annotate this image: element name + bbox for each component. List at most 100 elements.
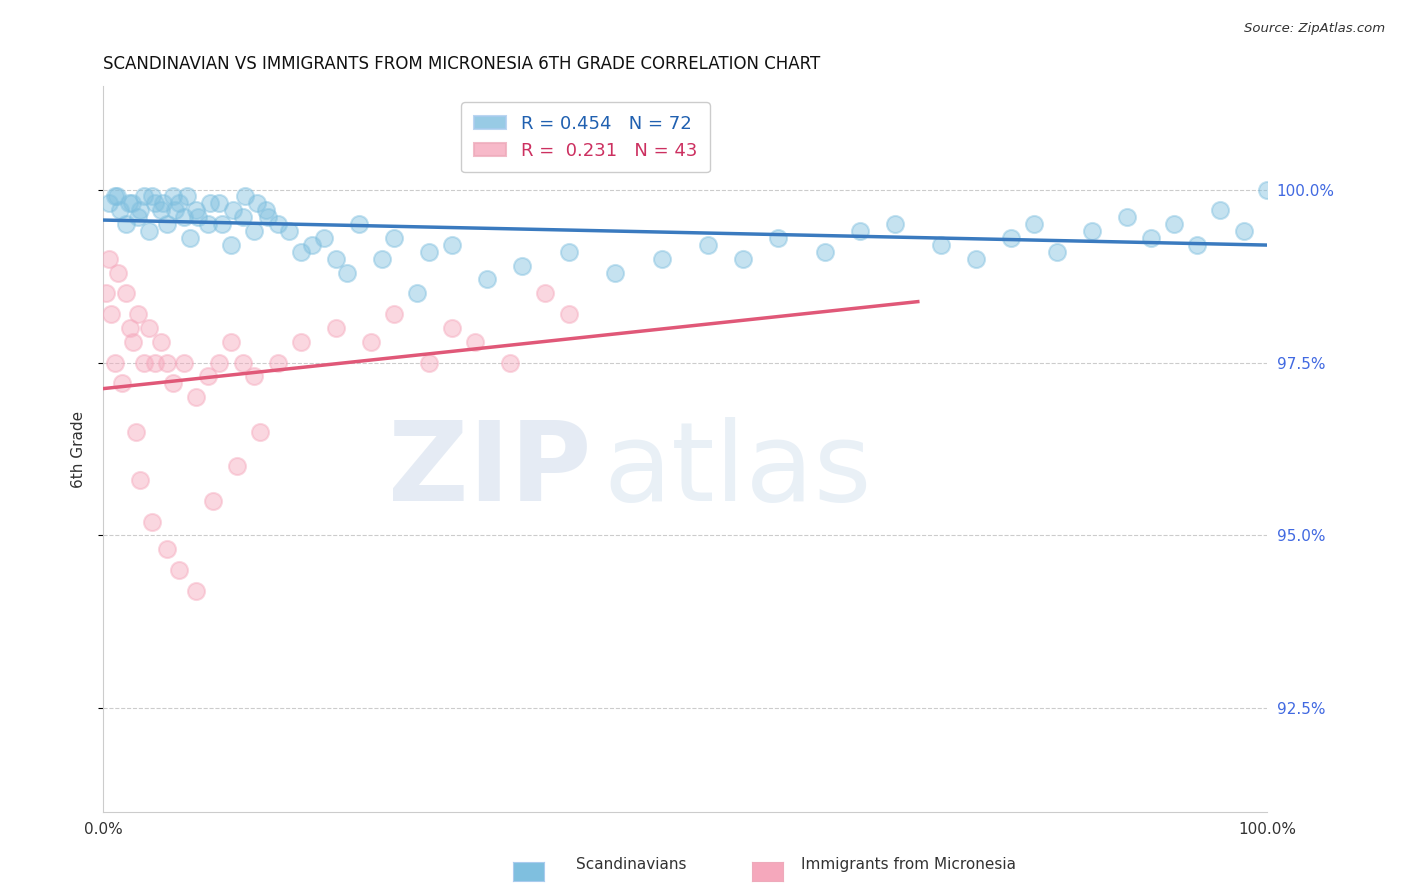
Point (141, 515, 163, 529)
Point (278, 224, 301, 238)
Point (883, 217, 905, 231)
Point (208, 355, 231, 369)
Point (245, 196, 267, 211)
Point (105, 189, 128, 203)
Point (129, 473, 152, 487)
Point (197, 369, 219, 384)
Point (132, 355, 155, 369)
Point (382, 307, 405, 321)
Point (1139, 231, 1161, 245)
Point (266, 217, 288, 231)
Text: Scandinavians: Scandinavians (576, 857, 688, 872)
Point (301, 238, 323, 252)
Point (107, 266, 129, 280)
Point (1000, 231, 1022, 245)
Point (814, 244, 837, 259)
Text: SCANDINAVIAN VS IMMIGRANTS FROM MICRONESIA 6TH GRADE CORRELATION CHART: SCANDINAVIAN VS IMMIGRANTS FROM MICRONES… (103, 55, 820, 73)
Point (1081, 224, 1104, 238)
Point (929, 238, 952, 252)
Point (232, 355, 254, 369)
Point (651, 252, 673, 266)
Point (100, 307, 122, 321)
Point (325, 321, 347, 335)
Point (766, 231, 789, 245)
Point (129, 203, 152, 218)
Point (1046, 244, 1069, 259)
Point (1024, 217, 1046, 231)
Point (1185, 238, 1208, 252)
Point (290, 244, 312, 259)
Point (249, 425, 271, 439)
Point (115, 217, 138, 231)
Point (96, 286, 118, 301)
Point (187, 211, 209, 225)
Point (162, 189, 184, 203)
Point (418, 244, 440, 259)
Point (118, 321, 141, 335)
Point (122, 334, 145, 349)
Point (557, 244, 579, 259)
Point (848, 224, 870, 238)
Point (1256, 183, 1278, 197)
Legend: R = 0.454   N = 72, R =  0.231   N = 43: R = 0.454 N = 72, R = 0.231 N = 43 (461, 102, 710, 172)
Point (382, 231, 405, 245)
Point (132, 189, 155, 203)
Point (124, 425, 146, 439)
Point (219, 238, 242, 252)
Point (138, 321, 160, 335)
Text: Source: ZipAtlas.com: Source: ZipAtlas.com (1244, 22, 1385, 36)
Point (733, 252, 755, 266)
Point (202, 493, 225, 508)
Point (325, 252, 347, 266)
Point (165, 203, 187, 218)
Point (127, 307, 149, 321)
Point (103, 189, 125, 203)
Text: Immigrants from Micronesia: Immigrants from Micronesia (801, 857, 1017, 872)
Point (232, 211, 254, 225)
Point (406, 286, 429, 301)
Point (103, 355, 125, 369)
Point (184, 583, 207, 598)
Point (464, 334, 486, 349)
Point (219, 334, 242, 349)
Point (371, 252, 394, 266)
Point (150, 334, 173, 349)
Point (110, 203, 132, 218)
Point (115, 286, 138, 301)
Point (441, 238, 464, 252)
Point (243, 224, 266, 238)
Point (254, 203, 277, 218)
Point (314, 231, 336, 245)
Point (257, 211, 280, 225)
Point (97, 252, 120, 266)
Point (156, 542, 179, 557)
Point (141, 189, 163, 203)
Point (152, 196, 174, 211)
Point (156, 217, 179, 231)
Point (697, 238, 720, 252)
Point (173, 211, 195, 225)
Point (184, 203, 207, 218)
Point (110, 376, 132, 391)
Point (143, 196, 166, 211)
Point (97, 196, 120, 211)
Point (347, 217, 370, 231)
Point (179, 231, 201, 245)
Point (557, 307, 579, 321)
Point (510, 259, 533, 273)
Point (1209, 203, 1232, 218)
Point (167, 196, 190, 211)
Point (534, 286, 557, 301)
Point (150, 203, 173, 218)
Y-axis label: 6th Grade: 6th Grade (72, 410, 86, 488)
Point (143, 355, 166, 369)
Point (360, 334, 382, 349)
Point (603, 266, 626, 280)
Point (208, 196, 231, 211)
Point (156, 355, 179, 369)
Point (167, 563, 190, 577)
Point (121, 196, 143, 211)
Point (499, 355, 522, 369)
Point (243, 369, 266, 384)
Point (162, 376, 184, 391)
